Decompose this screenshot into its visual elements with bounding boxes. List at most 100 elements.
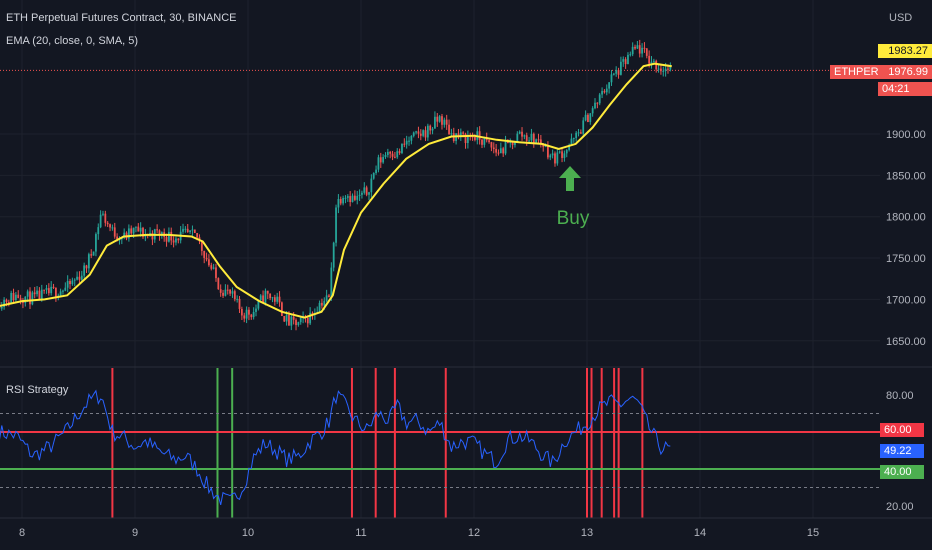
candle-body: [398, 151, 401, 153]
candle-body: [231, 291, 234, 294]
candle-body: [610, 74, 613, 83]
candle-body: [3, 299, 6, 307]
time-tick-label: 11: [355, 527, 366, 539]
candle-body: [412, 132, 415, 136]
candle-body: [615, 70, 618, 74]
candle-body: [40, 289, 43, 300]
candle-body: [276, 296, 279, 302]
candle-body: [205, 257, 208, 260]
rsi-levels: [0, 413, 880, 488]
candle-body: [629, 54, 632, 56]
ema-legend[interactable]: EMA (20, close, 0, SMA, 5): [6, 35, 139, 47]
candle-body: [200, 241, 203, 251]
candle-body: [441, 116, 443, 125]
price-tick-label: 1750.00: [886, 253, 926, 265]
candle-body: [248, 309, 250, 315]
candle-body: [45, 288, 48, 290]
candle-body: [617, 70, 620, 75]
candle-body: [12, 292, 15, 301]
candle-body: [64, 287, 67, 291]
rsi-tick-label: 80.00: [886, 390, 914, 402]
candle-body: [537, 139, 540, 141]
candle-body: [474, 136, 476, 140]
rsi-value-badge: 49.22: [880, 444, 924, 458]
candle-body: [283, 315, 286, 322]
candle-body: [511, 141, 514, 146]
countdown-badge: 04:21: [878, 82, 932, 96]
candle-body: [589, 113, 592, 122]
candle-body: [429, 125, 432, 131]
candle-body: [631, 46, 634, 55]
candle-body: [650, 61, 653, 64]
candle-body: [394, 156, 396, 158]
price-tick-label: 1800.00: [886, 212, 926, 224]
candle-body: [109, 224, 111, 228]
candle-body: [281, 302, 283, 316]
time-tick-label: 10: [242, 527, 254, 539]
time-axis[interactable]: 8 9 10 11 12 13 14 15: [19, 527, 819, 539]
candle-body: [499, 148, 502, 154]
candle-body: [292, 316, 295, 320]
candle-body: [547, 145, 549, 158]
candle-body: [664, 68, 667, 71]
currency-label: USD: [889, 12, 913, 24]
candle-body: [605, 88, 608, 93]
candle-body: [598, 94, 601, 104]
rsi-line: [0, 389, 671, 506]
price-axis[interactable]: 1900.00 1850.00 1800.00 1750.00 1700.00 1650.…: [886, 129, 926, 348]
candle-body: [349, 196, 352, 203]
candle-body: [43, 289, 46, 291]
candle-body: [448, 124, 450, 135]
candle-body: [669, 65, 672, 70]
price-pane[interactable]: Buy: [0, 39, 880, 331]
candle-body: [123, 232, 126, 238]
candle-body: [273, 297, 276, 302]
candle-body: [222, 292, 224, 296]
candle-body: [299, 317, 302, 323]
candle-body: [657, 68, 660, 70]
candle-body: [483, 137, 486, 145]
rsi-tick-label: 20.00: [886, 501, 914, 513]
ema-value-badge: 1983.27: [878, 44, 932, 58]
candle-body: [375, 169, 377, 173]
rsi-legend[interactable]: RSI Strategy: [6, 384, 69, 396]
candle-body: [38, 290, 41, 300]
candle-body: [462, 132, 465, 134]
candle-body: [236, 298, 239, 300]
candle-body: [584, 114, 587, 121]
rsi-pane[interactable]: [0, 368, 880, 518]
candle-body: [52, 286, 55, 288]
candle-body: [92, 251, 95, 256]
candle-body: [372, 172, 375, 179]
candle-body: [130, 228, 133, 234]
candle-body: [579, 132, 582, 134]
price-tick-label: 1700.00: [886, 294, 926, 306]
rsi-axis[interactable]: 80.00 20.00: [886, 390, 914, 513]
candle-body: [450, 133, 453, 135]
candle-body: [459, 132, 462, 137]
candle-body: [587, 114, 589, 122]
candle-body: [66, 280, 69, 288]
candle-body: [445, 119, 448, 125]
candle-body: [132, 227, 135, 234]
price-tick-label: 1850.00: [886, 170, 926, 182]
candle-body: [620, 61, 622, 75]
candle-body: [113, 227, 116, 237]
candle-body: [384, 155, 387, 158]
candle-body: [464, 133, 467, 144]
candle-body: [575, 132, 578, 139]
candle-body: [226, 289, 229, 291]
candle-body: [269, 293, 272, 299]
candle-body: [240, 308, 243, 316]
candle-body: [643, 47, 646, 49]
candle-body: [563, 153, 566, 158]
candle-body: [165, 236, 168, 242]
candle-body: [245, 309, 248, 319]
candle-body: [551, 153, 554, 156]
candle-body: [97, 227, 100, 235]
candle-body: [443, 119, 446, 125]
candle-body: [330, 267, 333, 298]
candle-body: [175, 238, 177, 243]
candle-body: [29, 291, 31, 305]
